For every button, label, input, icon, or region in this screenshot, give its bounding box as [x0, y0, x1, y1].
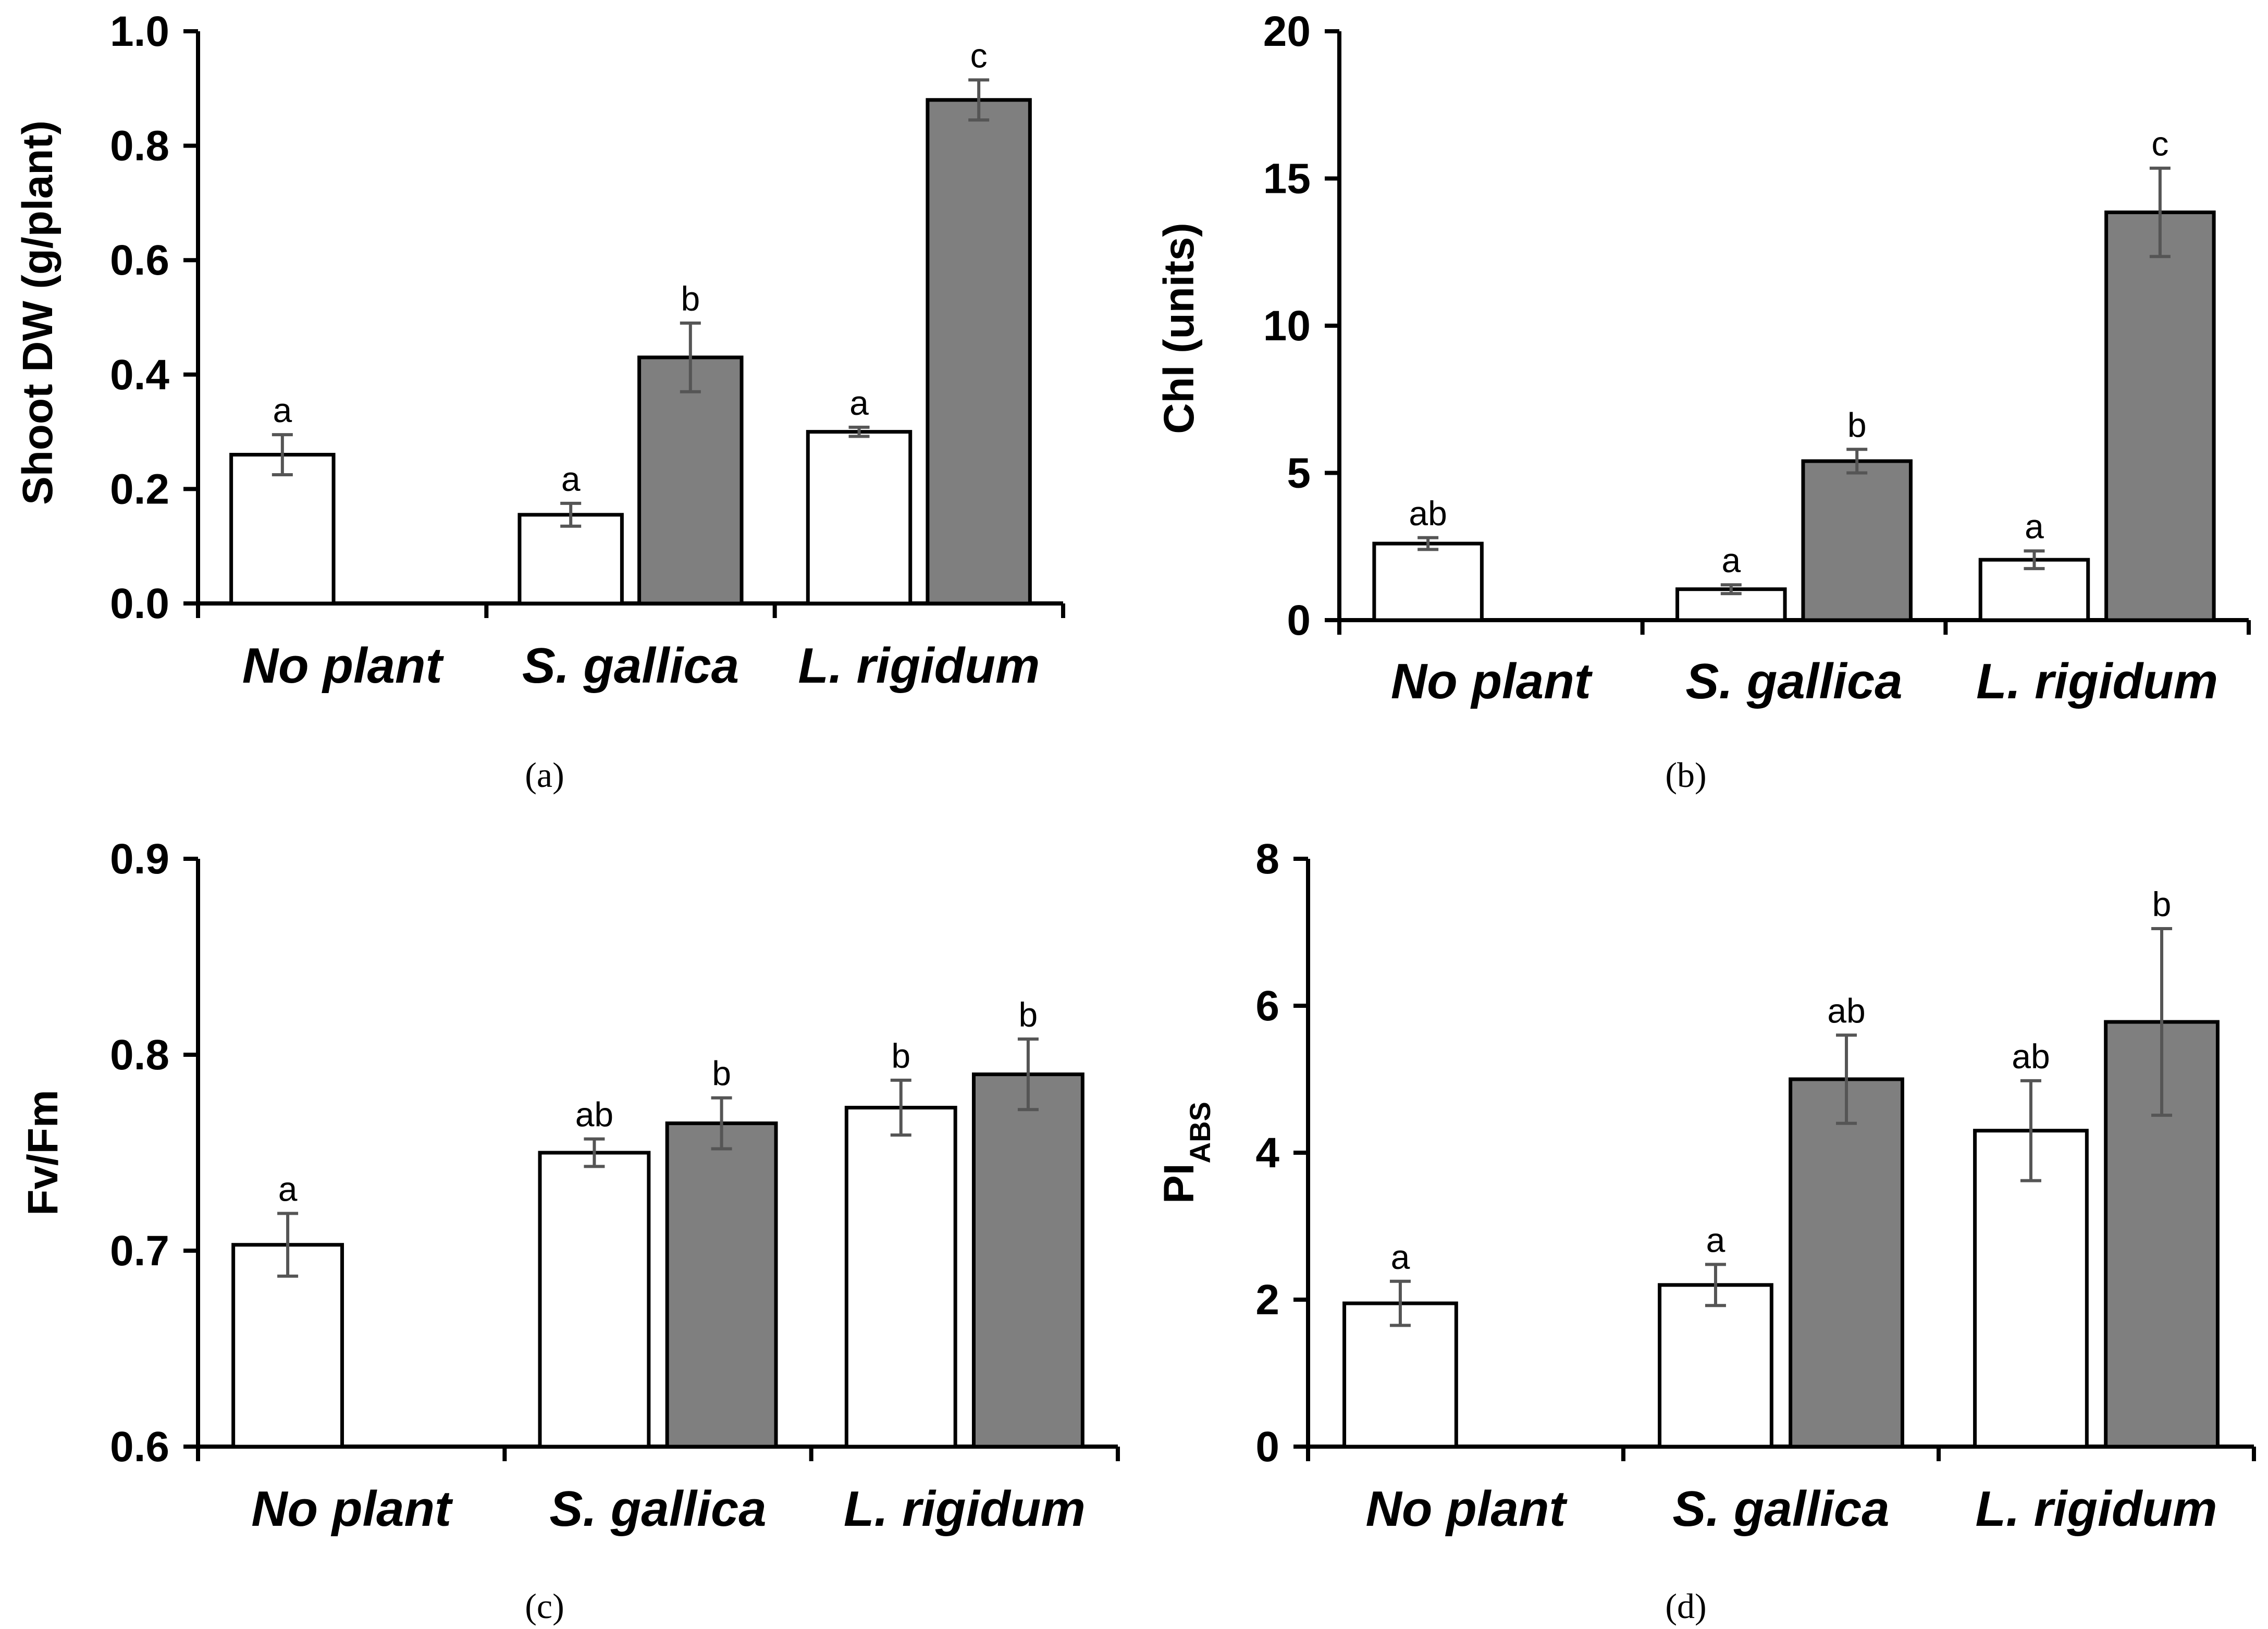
bar [1342, 1301, 1458, 1449]
y-tick-label: 0.0 [110, 580, 169, 627]
significance-label: ab [575, 1095, 613, 1134]
y-tick-label: 0.4 [110, 351, 169, 399]
category-label: No plant [251, 1481, 453, 1537]
significance-label: c [2151, 125, 2168, 163]
significance-label: ab [1409, 494, 1447, 533]
y-tick-label: 8 [1255, 835, 1279, 883]
category-label: L. rigidum [1976, 1481, 2217, 1537]
bar [844, 1106, 957, 1449]
bar [1372, 541, 1484, 622]
y-tick-label: 10 [1263, 302, 1311, 350]
bar [517, 513, 624, 606]
y-tick-label: 4 [1255, 1129, 1279, 1177]
significance-label: a [1391, 1238, 1410, 1276]
significance-label: ab [2012, 1037, 2050, 1076]
bar [538, 1151, 651, 1449]
y-tick-label: 0.6 [110, 1423, 169, 1471]
significance-label: a [1721, 541, 1741, 579]
bar [806, 430, 913, 606]
y-tick-label: 15 [1263, 155, 1311, 203]
significance-label: a [1706, 1220, 1725, 1259]
y-axis-title: Fv/Fm [19, 1090, 67, 1215]
y-tick-label: 5 [1287, 450, 1311, 497]
bar [1973, 1129, 2089, 1449]
y-axis-title: Chl (units) [1155, 223, 1203, 434]
significance-label: b [681, 279, 700, 318]
y-axis-title-subscript: ABS [1184, 1102, 1216, 1163]
category-label: No plant [1391, 653, 1593, 709]
y-tick-label: 0 [1255, 1423, 1279, 1471]
significance-label: b [1019, 995, 1038, 1034]
category-label: S. gallica [1672, 1481, 1889, 1537]
y-tick-label: 0.9 [110, 835, 169, 883]
y-tick-label: 2 [1255, 1276, 1279, 1324]
y-tick-label: 0.7 [110, 1227, 169, 1275]
category-label: S. gallica [1685, 653, 1902, 709]
y-tick-label: 0.8 [110, 122, 169, 170]
bar [2104, 210, 2216, 622]
chart-panel-4: 0 2 4 6 8 No plant S. gallica L. rigidum a a ab ab b… [1155, 835, 2256, 1626]
y-tick-label: 6 [1255, 982, 1279, 1030]
bar [231, 1243, 344, 1449]
significance-label: b [891, 1036, 910, 1075]
category-label: L. rigidum [1976, 653, 2218, 709]
bar [926, 98, 1032, 606]
category-label: No plant [1366, 1481, 1568, 1537]
significance-label: a [273, 391, 292, 429]
panel-caption: (a) [525, 755, 564, 795]
bar [1789, 1077, 1904, 1449]
y-tick-label: 20 [1263, 8, 1311, 55]
significance-label: ab [1827, 991, 1865, 1030]
bar [1658, 1283, 1773, 1449]
bar [1801, 459, 1913, 622]
panel-caption: (b) [1665, 755, 1706, 795]
bar [665, 1121, 778, 1449]
significance-label: a [561, 460, 581, 498]
significance-label: c [970, 36, 988, 75]
significance-label: a [2025, 507, 2044, 546]
significance-label: b [712, 1054, 731, 1093]
category-label: S. gallica [549, 1481, 766, 1537]
y-tick-label: 0.6 [110, 237, 169, 284]
y-tick-label: 0.2 [110, 465, 169, 513]
bar [229, 453, 336, 606]
bar [971, 1072, 1084, 1449]
category-label: L. rigidum [798, 638, 1040, 694]
category-label: L. rigidum [844, 1481, 1086, 1537]
significance-label: b [1847, 405, 1867, 444]
chart-panel-3: 0.6 0.7 0.8 0.9 No plant S. gallica L. rigidum… [19, 835, 1120, 1626]
category-label: No plant [242, 638, 445, 694]
y-axis-title: Shoot DW (g/plant) [14, 120, 61, 505]
y-tick-label: 1.0 [110, 8, 169, 55]
y-tick-label: 0.8 [110, 1031, 169, 1079]
y-tick-label: 0 [1287, 597, 1311, 644]
significance-label: a [849, 384, 869, 422]
significance-label: b [2152, 885, 2172, 923]
bar [637, 355, 744, 606]
chart-panel-1: 0.0 0.2 0.4 0.6 0.8 1.0 No plant S. gallica L. r… [14, 8, 1065, 795]
significance-label: a [278, 1170, 298, 1208]
panel-caption: (d) [1665, 1586, 1706, 1626]
panel-caption: (c) [525, 1586, 564, 1626]
y-axis-title: PIABS [1155, 1102, 1216, 1204]
category-label: S. gallica [522, 638, 739, 694]
